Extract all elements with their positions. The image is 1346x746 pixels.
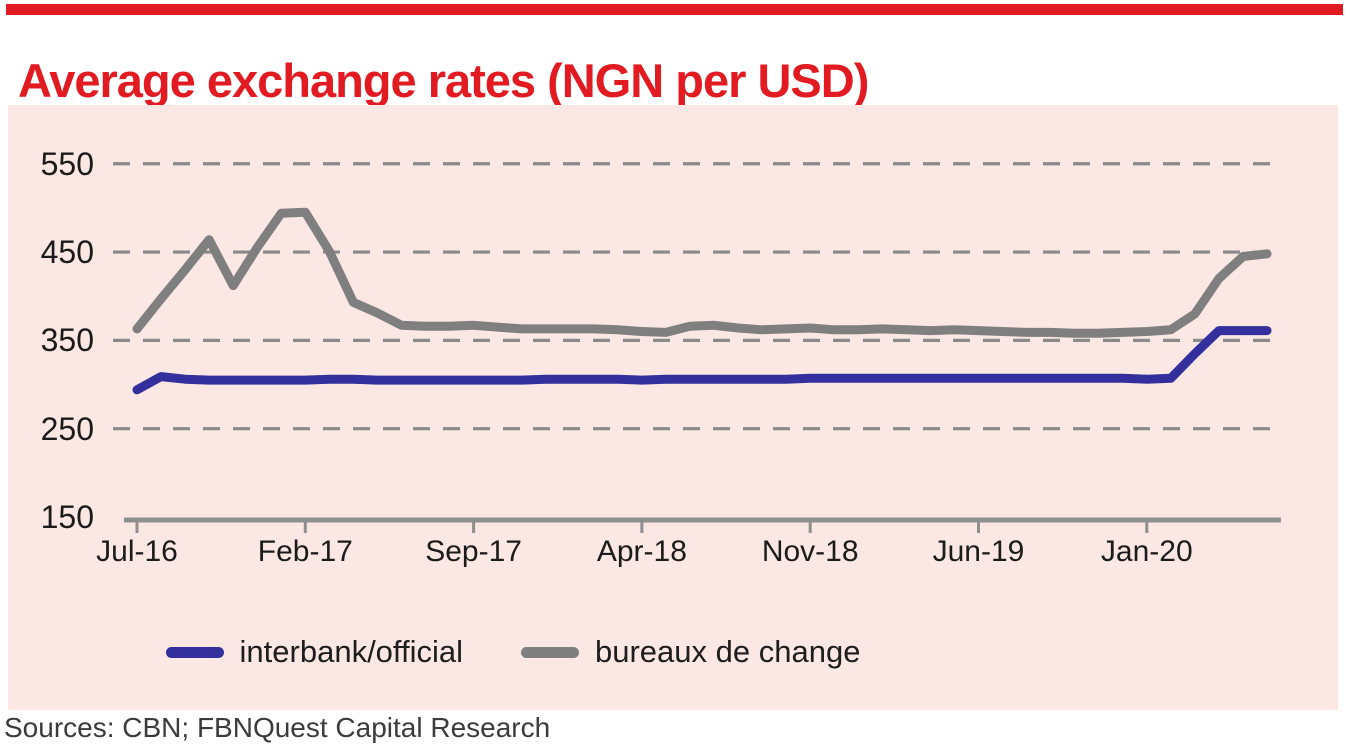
series-line-bureaux-de-change <box>132 207 1272 338</box>
y-tick-label: 250 <box>40 410 94 447</box>
legend-label-interbank: interbank/official <box>239 634 463 669</box>
x-tick-label: Feb-17 <box>257 535 353 568</box>
x-tick-label: Apr-18 <box>596 535 687 568</box>
chart-title: Average exchange rates (NGN per USD) <box>18 54 869 108</box>
chart-legend: interbank/official bureaux de change <box>8 630 1018 674</box>
chart-plot-area <box>113 162 1281 533</box>
series-line-interbank-official <box>132 326 1272 395</box>
x-tick-label: Jul-16 <box>96 535 178 568</box>
y-tick-label: 350 <box>40 322 94 359</box>
x-tick-label: Jan-20 <box>1100 535 1193 568</box>
top-red-rule <box>6 4 1343 15</box>
chart-panel: 550 450 350 250 150 Jul-16 Feb-17 Sep-17 Apr-18 N… <box>8 105 1338 710</box>
x-tick-label: Jun-19 <box>932 535 1025 568</box>
legend-item-bdc: bureaux de change <box>521 634 860 670</box>
y-tick-label: 150 <box>40 499 94 535</box>
interbank-line-swatch <box>165 646 224 658</box>
y-tick-label: 450 <box>40 234 94 271</box>
legend-label-bdc: bureaux de change <box>595 634 861 669</box>
legend-item-interbank: interbank/official <box>165 634 463 670</box>
bdc-line-swatch <box>521 646 579 658</box>
sources-caption: Sources: CBN; FBNQuest Capital Research <box>4 712 551 743</box>
x-tick-label: Sep-17 <box>425 535 522 568</box>
x-tick-label: Nov-18 <box>761 535 859 568</box>
y-tick-label: 550 <box>40 145 94 182</box>
